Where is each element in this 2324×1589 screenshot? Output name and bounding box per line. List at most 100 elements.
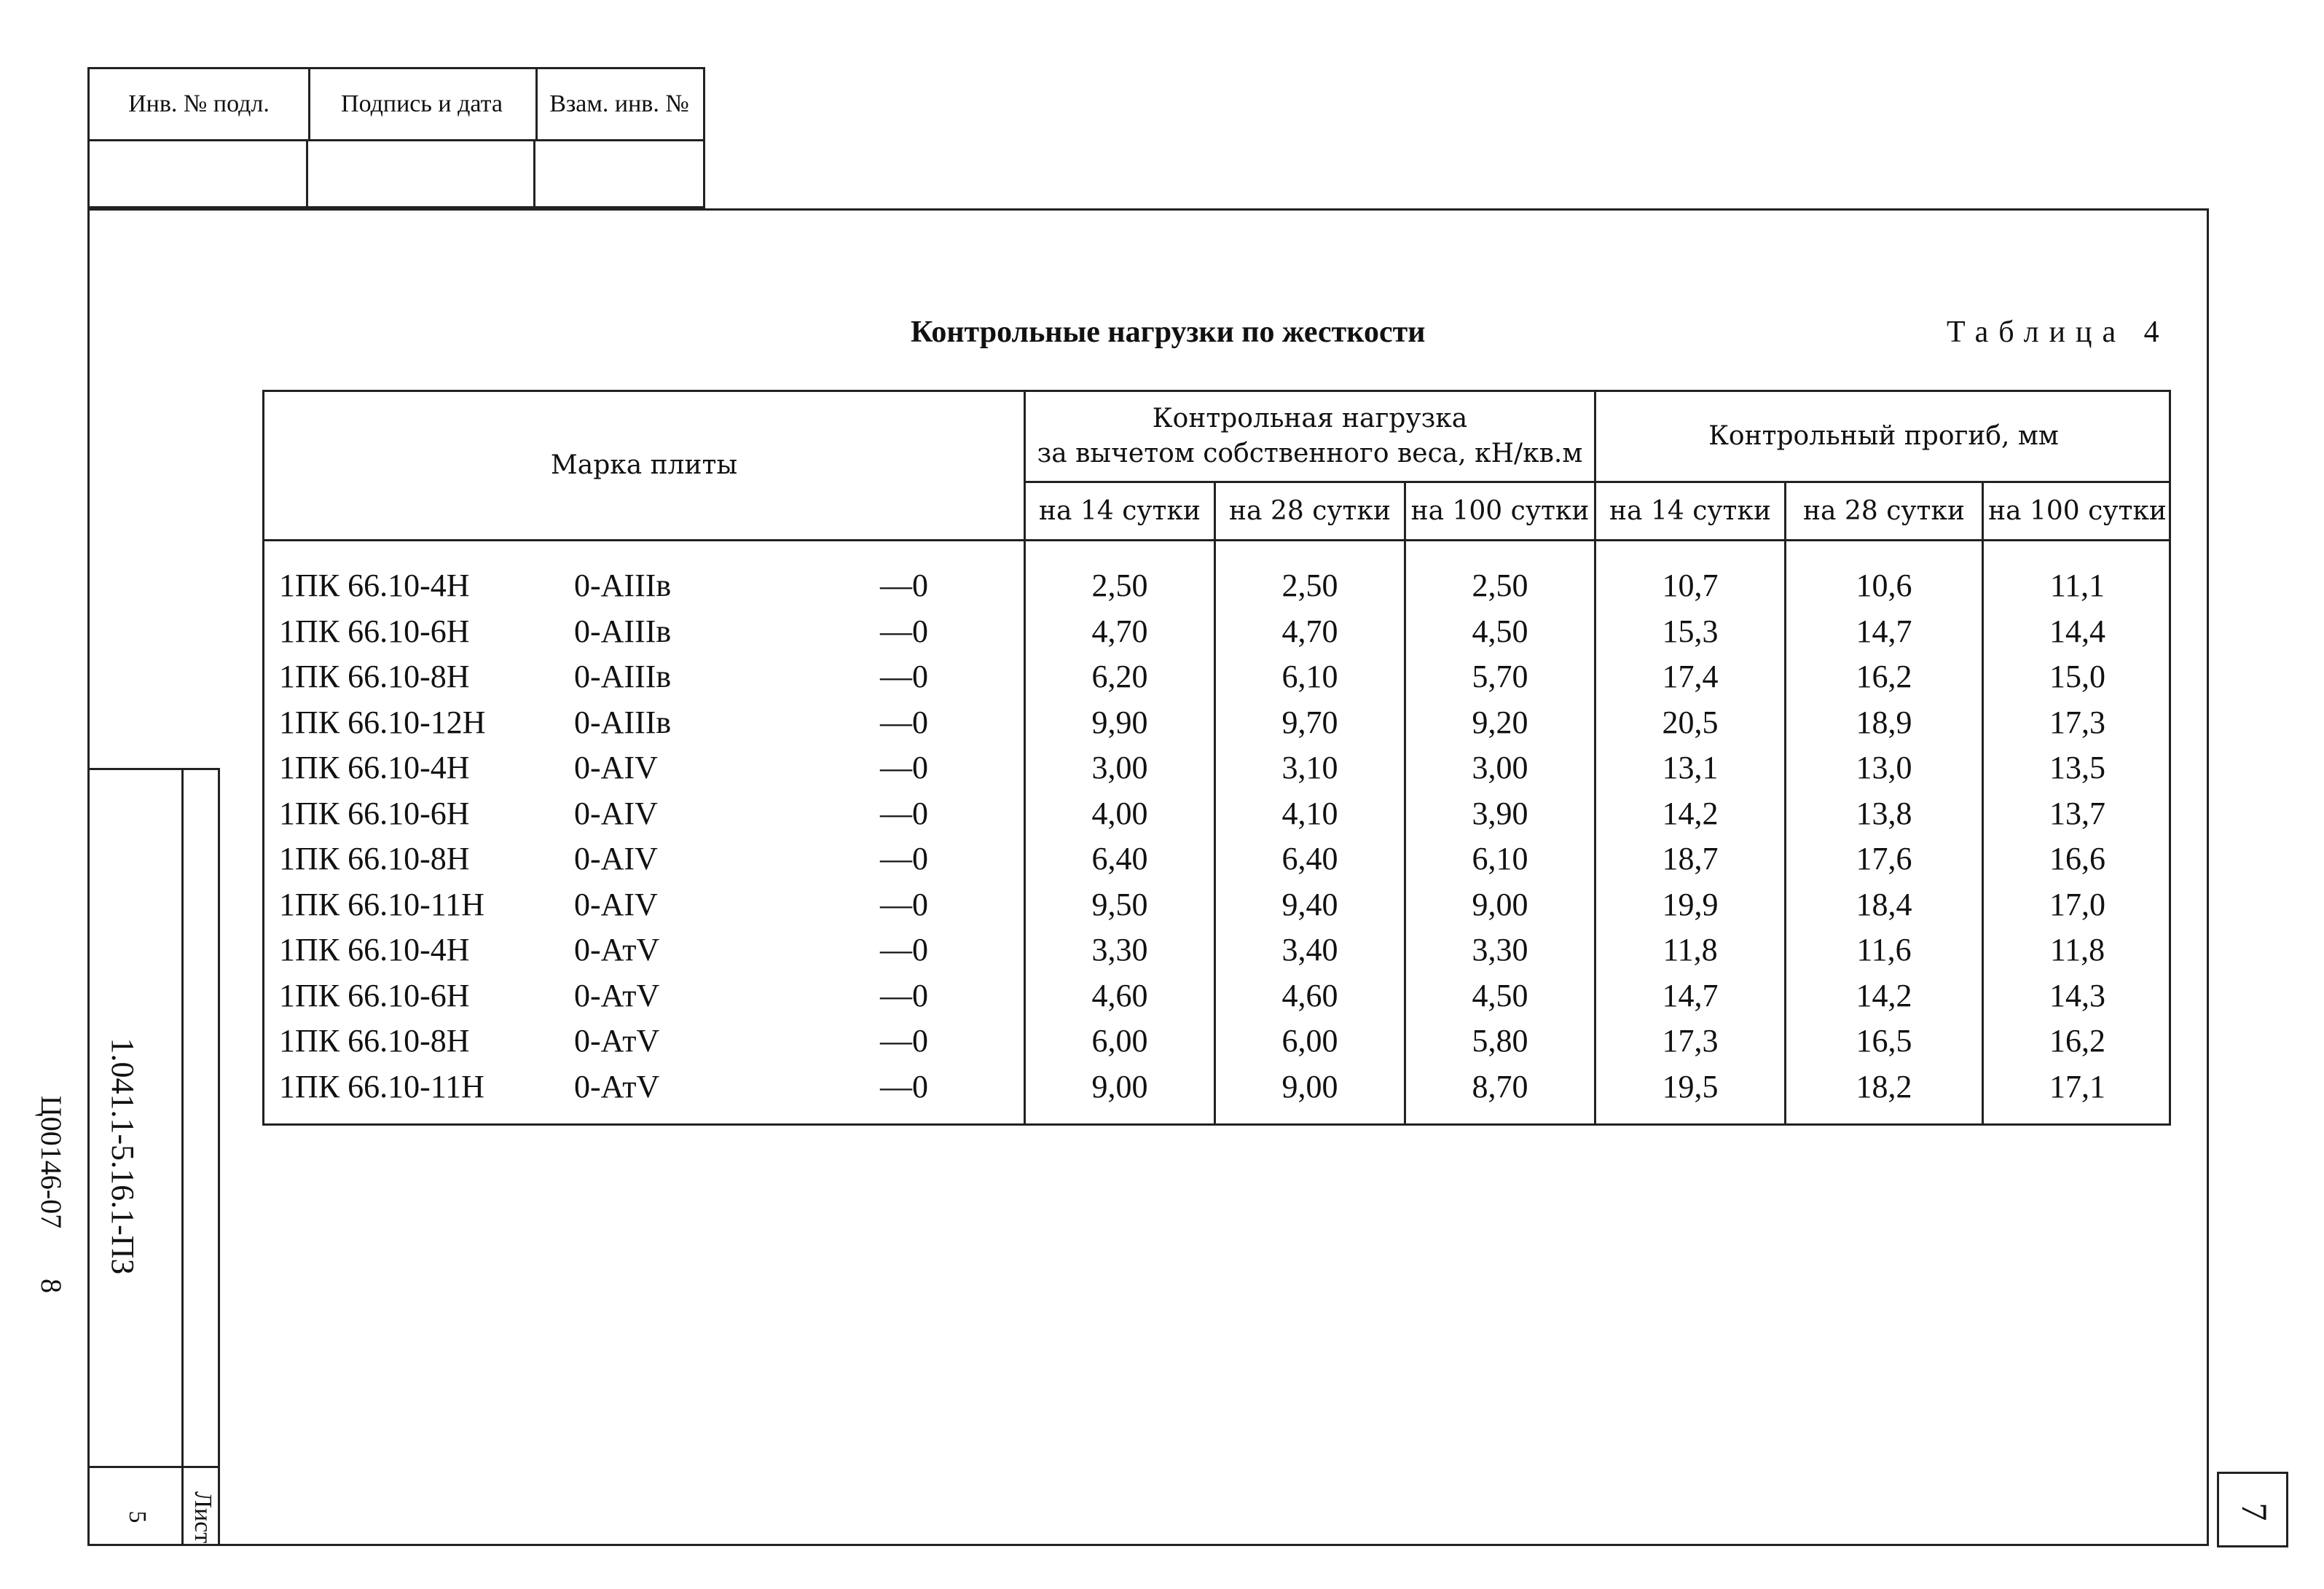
cell-l14: 4,60 [1091,977,1148,1013]
document-code: 1.041.1-5.16.1-ПЗ [105,1037,141,1275]
header-divider [1024,481,2169,483]
cell-d100: 17,1 [2049,1068,2105,1105]
cell-d100: 11,1 [2049,568,2105,603]
cell-d100: 14,3 [2049,977,2105,1013]
cell-steel: 0-АIV [574,886,658,922]
cell-l28: 9,40 [1281,886,1338,922]
cell-d28: 17,6 [1856,841,1912,876]
cell-d14: 17,4 [1662,659,1719,694]
cell-d14: 19,9 [1662,886,1719,922]
cell-steel: 0-АIIIв [574,704,672,740]
cell-d28: 16,5 [1856,1023,1912,1059]
page-number: 7 [2234,1502,2275,1521]
cell-l100: 8,70 [1472,1068,1528,1105]
cell-l28: 4,10 [1281,795,1338,831]
table-row: 1ПК 66.10-4Н 0-АIIIв —0 2,50 2,50 2,50 10,7 10,… [264,563,2169,608]
subheader-deflection-14: на 14 сутки [1609,495,1771,526]
stamp-divider [533,141,535,211]
cell-steel: 0-АтV [574,1023,660,1059]
sheet-label: Лист [189,1491,216,1544]
cell-suffix: —0 [880,841,928,876]
table-row: 1ПК 66.10-6Н 0-АIV —0 4,00 4,10 3,90 14,2 13,8 1… [264,791,2169,836]
cell-d100: 11,8 [2049,932,2105,968]
table-label: Таблица 4 [1947,315,2170,349]
cell-steel: 0-АIIIв [574,659,672,694]
cell-l28: 4,70 [1281,613,1338,649]
cell-d14: 14,2 [1662,795,1719,831]
cell-d28: 13,8 [1856,795,1912,831]
cell-mark: 1ПК 66.10-8Н [279,1023,470,1059]
stamp-inv-label: Инв. № подл. [90,69,310,139]
header-divider [264,539,2169,541]
cell-mark: 1ПК 66.10-4Н [279,568,470,603]
cell-mark: 1ПК 66.10-6Н [279,795,470,831]
cell-l100: 5,80 [1472,1023,1528,1059]
cell-l100: 3,90 [1472,795,1528,831]
subheader-load-100: на 100 сутки [1410,495,1590,526]
side-stamp-divider [90,1466,218,1468]
column-divider [1214,481,1216,1123]
subheader-deflection-100: на 100 сутки [1988,495,2167,526]
cell-d14: 15,3 [1662,613,1719,649]
table-row: 1ПК 66.10-11Н 0-АтV —0 9,00 9,00 8,70 19,5 18,2… [264,1064,2169,1110]
side-stamp: 1.041.1-5.16.1-ПЗ Лист 5 [87,768,220,1546]
subheader-load-28: на 28 сутки [1229,495,1391,526]
cell-suffix: —0 [880,704,928,740]
cell-l14: 6,00 [1091,1023,1148,1059]
table-row: 1ПК 66.10-8Н 0-АIV —0 6,40 6,40 6,10 18,7 17,6 1… [264,836,2169,882]
cell-suffix: —0 [880,977,928,1013]
cell-steel: 0-АIIIв [574,568,672,603]
table-row: 1ПК 66.10-8Н 0-АIIIв —0 6,20 6,10 5,70 17,4 16,… [264,654,2169,699]
page-number-box: 7 [2217,1472,2288,1547]
cell-l28: 6,40 [1281,841,1338,876]
header-load-line2: за вычетом собственного веса, кН/кв.м [1037,439,1583,468]
header-load-line1: Контрольная нагрузка [1152,404,1468,433]
cell-suffix: —0 [880,659,928,694]
cell-suffix: —0 [880,613,928,649]
cell-suffix: —0 [880,886,928,922]
cell-d28: 18,9 [1856,704,1912,740]
cell-l14: 6,40 [1091,841,1148,876]
stamp-signature-label: Подпись и дата [308,69,538,139]
cell-l28: 6,10 [1281,659,1338,694]
column-divider [1982,481,1984,1123]
cell-d100: 15,0 [2049,659,2105,694]
stiffness-loads-table: Марка плиты Контрольная нагрузка за выче… [262,390,2171,1126]
cell-l14: 2,50 [1091,568,1148,603]
cell-mark: 1ПК 66.10-12Н [279,704,486,740]
side-stamp-divider [181,770,184,1544]
cell-l100: 3,00 [1472,750,1528,785]
cell-d28: 11,6 [1856,932,1912,968]
cell-d28: 18,4 [1856,886,1912,922]
cell-d100: 13,7 [2049,795,2105,831]
subheader-deflection-28: на 28 сутки [1803,495,1965,526]
cell-d100: 13,5 [2049,750,2105,785]
cell-steel: 0-АIV [574,750,658,785]
subheader-load-14: на 14 сутки [1039,495,1201,526]
cell-l28: 3,10 [1281,750,1338,785]
cell-l100: 5,70 [1472,659,1528,694]
cell-d100: 14,4 [2049,613,2105,649]
cell-mark: 1ПК 66.10-6Н [279,977,470,1013]
cell-l28: 9,00 [1281,1068,1338,1105]
cell-l28: 4,60 [1281,977,1338,1013]
approval-stamp: Инв. № подл. Подпись и дата Взам. инв. № [87,67,705,211]
cell-l14: 4,00 [1091,795,1148,831]
cell-d100: 16,6 [2049,841,2105,876]
header-mark: Марка плиты [550,450,738,480]
cell-l100: 9,20 [1472,704,1528,740]
cell-steel: 0-АтV [574,1068,660,1105]
cell-l14: 3,30 [1091,932,1148,968]
cell-d14: 19,5 [1662,1068,1719,1105]
cell-d28: 14,7 [1856,613,1912,649]
table-row: 1ПК 66.10-4Н 0-АтV —0 3,30 3,40 3,30 11,8 11,6 1… [264,927,2169,973]
sheet-number: 5 [124,1510,151,1523]
cell-steel: 0-АIV [574,841,658,876]
cell-l14: 9,90 [1091,704,1148,740]
cell-suffix: —0 [880,1068,928,1105]
cell-d100: 16,2 [2049,1023,2105,1059]
cell-mark: 1ПК 66.10-11Н [279,1068,484,1105]
cell-l100: 3,30 [1472,932,1528,968]
cell-d14: 20,5 [1662,704,1719,740]
column-divider [1024,392,1026,1123]
